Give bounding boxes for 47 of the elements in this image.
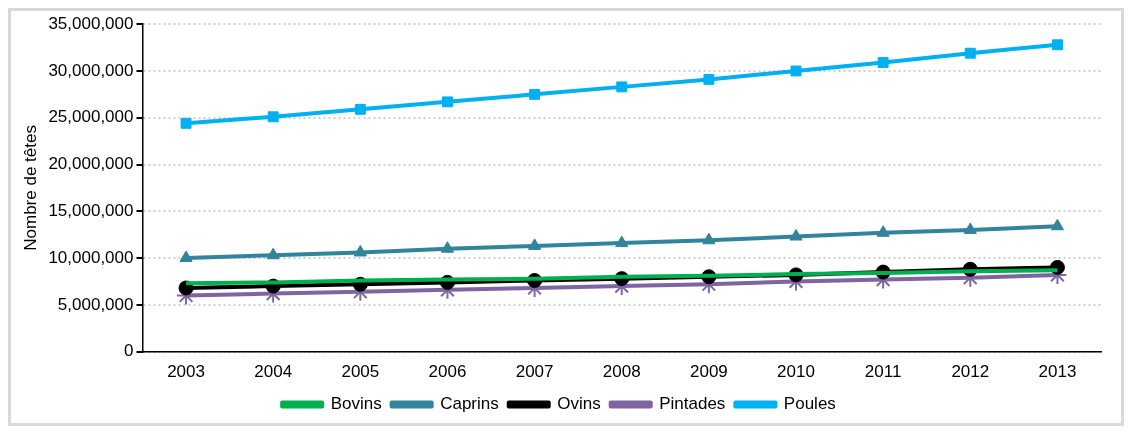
y-axis-title: Nombre de têtes (20, 125, 40, 251)
point (179, 250, 193, 263)
point (702, 232, 716, 245)
x-tick-label: 2010 (777, 362, 815, 382)
y-tick-label: 10,000,000 (48, 247, 134, 267)
y-tick-label: 20,000,000 (48, 154, 134, 174)
x-tick-label: 2009 (689, 362, 728, 382)
legend-label: Pintades (659, 394, 726, 414)
y-tick-label: 30,000,000 (48, 60, 134, 80)
point (354, 103, 366, 115)
legend-label: Poules (783, 394, 836, 414)
point (529, 88, 541, 100)
x-tick-label: 2013 (1038, 362, 1077, 382)
point (267, 111, 279, 123)
x-tick-label: 2012 (951, 362, 990, 382)
point (440, 241, 455, 253)
x-tick-label: 2006 (428, 362, 467, 382)
point (180, 117, 192, 129)
x-tick-label: 2011 (864, 362, 902, 382)
y-tick-label: 25,000,000 (48, 107, 134, 127)
y-tick-label: 15,000,000 (48, 200, 134, 220)
point (876, 225, 890, 237)
point (615, 235, 629, 248)
point (790, 65, 802, 77)
x-tick-label: 2005 (341, 362, 380, 382)
x-tick-label: 2007 (515, 362, 554, 382)
point (703, 73, 715, 85)
point (877, 57, 889, 68)
point (266, 247, 280, 260)
y-tick-label: 35,000,000 (48, 13, 134, 33)
point (964, 47, 976, 59)
x-tick-label: 2008 (602, 362, 641, 382)
point (353, 244, 367, 257)
point (1051, 39, 1063, 51)
point (616, 81, 628, 93)
point (1050, 218, 1064, 231)
legend-label: Caprins (440, 394, 499, 414)
legend-label: Ovins (557, 394, 601, 414)
x-tick-label: 2003 (167, 362, 205, 382)
y-tick-label: 5,000,000 (57, 294, 134, 314)
legend-label: Bovins (330, 394, 382, 414)
point (528, 238, 542, 250)
x-tick-label: 2004 (254, 362, 293, 382)
point (963, 222, 977, 234)
y-tick-label: 0 (124, 341, 134, 361)
point (442, 96, 453, 108)
point (789, 229, 803, 241)
